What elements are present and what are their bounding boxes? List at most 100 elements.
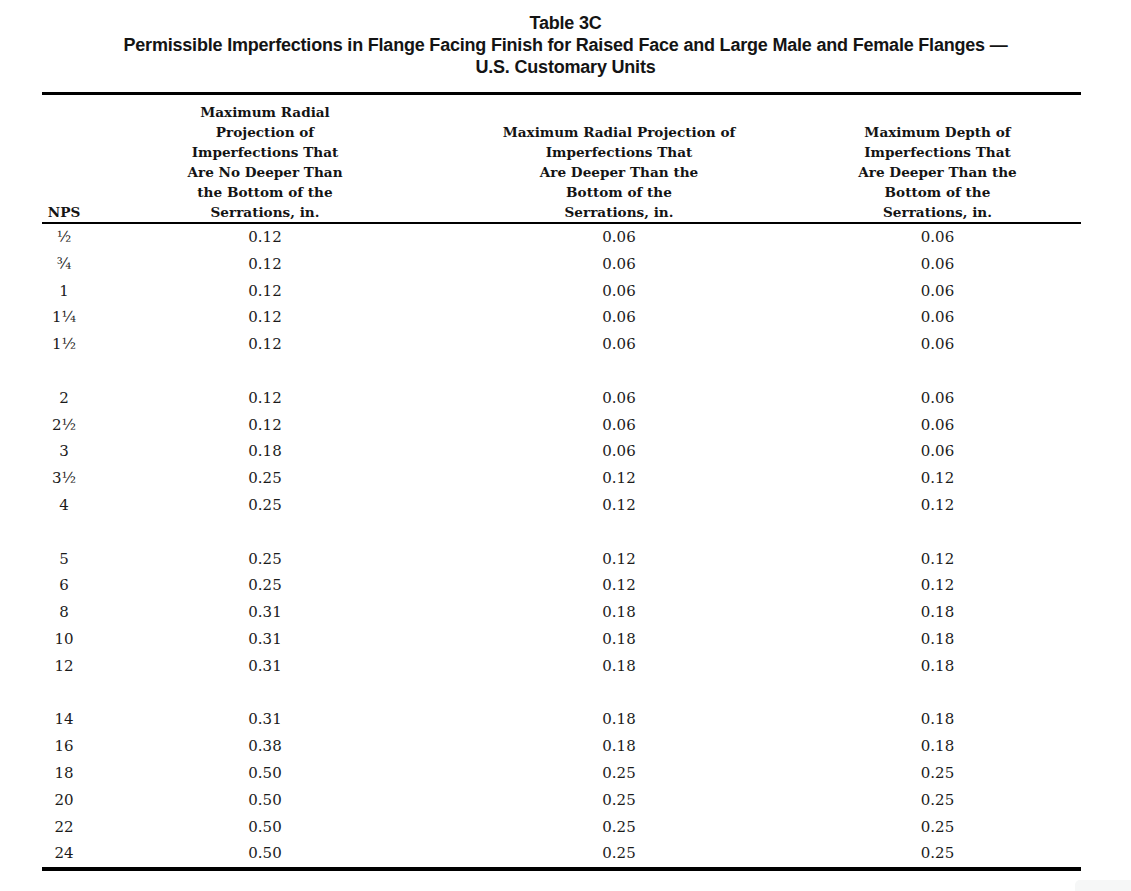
- table-row: 220.500.250.25: [42, 814, 1081, 841]
- nps-cell: 5: [42, 546, 86, 573]
- value-cell: 0.18: [794, 653, 1081, 680]
- table-row: 80.310.180.18: [42, 599, 1081, 626]
- table-row: ½0.120.060.06: [42, 224, 1081, 251]
- nps-cell: 3: [42, 438, 86, 465]
- table-row: 180.500.250.25: [42, 760, 1081, 787]
- nps-cell: 8: [42, 599, 86, 626]
- nps-cell: 3½: [42, 465, 86, 492]
- nps-cell: 20: [42, 787, 86, 814]
- value-cell: 0.31: [86, 706, 444, 733]
- value-cell: 0.25: [86, 546, 444, 573]
- nps-cell: ¾: [42, 251, 86, 278]
- nps-cell: 24: [42, 840, 86, 867]
- table-row: 1¼0.120.060.06: [42, 304, 1081, 331]
- value-cell: 0.18: [794, 733, 1081, 760]
- table-row: 160.380.180.18: [42, 733, 1081, 760]
- table-row: 100.310.180.18: [42, 626, 1081, 653]
- table-row: 200.500.250.25: [42, 787, 1081, 814]
- value-cell: 0.25: [86, 572, 444, 599]
- value-cell: 0.06: [794, 412, 1081, 439]
- value-cell: 0.25: [86, 492, 444, 519]
- nps-cell: 12: [42, 653, 86, 680]
- value-cell: 0.12: [86, 385, 444, 412]
- value-cell: 0.06: [444, 331, 794, 358]
- nps-cell: 1: [42, 278, 86, 305]
- value-cell: 0.06: [794, 304, 1081, 331]
- table-title-block: Table 3C Permissible Imperfections in Fl…: [0, 12, 1131, 78]
- value-cell: 0.12: [86, 304, 444, 331]
- value-cell: 0.06: [794, 438, 1081, 465]
- nps-cell: 10: [42, 626, 86, 653]
- header-deeper: Maximum Radial Projection of Imperfectio…: [444, 122, 794, 222]
- document-page: Table 3C Permissible Imperfections in Fl…: [0, 0, 1131, 891]
- value-cell: 0.31: [86, 626, 444, 653]
- nps-cell: 1¼: [42, 304, 86, 331]
- table-row: 2½0.120.060.06: [42, 412, 1081, 439]
- value-cell: 0.25: [444, 760, 794, 787]
- nps-cell: 6: [42, 572, 86, 599]
- value-cell: 0.18: [444, 626, 794, 653]
- nps-cell: 1½: [42, 331, 86, 358]
- group-spacer-row: [42, 519, 1081, 546]
- table-header-row: NPS Maximum Radial Projection of Imperfe…: [42, 95, 1081, 222]
- value-cell: 0.06: [444, 224, 794, 251]
- value-cell: 0.25: [444, 814, 794, 841]
- value-cell: 0.18: [794, 706, 1081, 733]
- value-cell: 0.12: [444, 546, 794, 573]
- value-cell: 0.12: [794, 465, 1081, 492]
- value-cell: 0.12: [86, 251, 444, 278]
- value-cell: 0.06: [444, 385, 794, 412]
- group-spacer-row: [42, 680, 1081, 707]
- value-cell: 0.50: [86, 840, 444, 867]
- nps-cell: 2: [42, 385, 86, 412]
- value-cell: 0.12: [794, 492, 1081, 519]
- value-cell: 0.31: [86, 653, 444, 680]
- value-cell: 0.12: [444, 572, 794, 599]
- value-cell: 0.50: [86, 787, 444, 814]
- header-nps: NPS: [42, 202, 86, 222]
- header-no-deeper: Maximum Radial Projection of Imperfectio…: [86, 102, 444, 222]
- value-cell: 0.06: [794, 251, 1081, 278]
- value-cell: 0.18: [444, 733, 794, 760]
- value-cell: 0.06: [444, 304, 794, 331]
- nps-cell: 2½: [42, 412, 86, 439]
- value-cell: 0.06: [794, 224, 1081, 251]
- value-cell: 0.25: [794, 840, 1081, 867]
- value-cell: 0.12: [444, 465, 794, 492]
- value-cell: 0.06: [444, 251, 794, 278]
- value-cell: 0.25: [794, 787, 1081, 814]
- nps-cell: 18: [42, 760, 86, 787]
- value-cell: 0.18: [444, 599, 794, 626]
- header-depth: Maximum Depth of Imperfections That Are …: [794, 122, 1081, 222]
- value-cell: 0.12: [86, 331, 444, 358]
- table-bottom-rule: [42, 867, 1081, 871]
- table-row: 1½0.120.060.06: [42, 331, 1081, 358]
- value-cell: 0.50: [86, 814, 444, 841]
- table-row: 30.180.060.06: [42, 438, 1081, 465]
- nps-cell: ½: [42, 224, 86, 251]
- value-cell: 0.18: [794, 626, 1081, 653]
- value-cell: 0.12: [86, 224, 444, 251]
- nps-cell: 22: [42, 814, 86, 841]
- value-cell: 0.12: [794, 546, 1081, 573]
- nps-cell: 4: [42, 492, 86, 519]
- value-cell: 0.25: [86, 465, 444, 492]
- table-subtitle-line1: Permissible Imperfections in Flange Faci…: [0, 34, 1131, 56]
- imperfections-table: NPS Maximum Radial Projection of Imperfe…: [42, 92, 1081, 871]
- table-row: 3½0.250.120.12: [42, 465, 1081, 492]
- value-cell: 0.18: [86, 438, 444, 465]
- table-row: 20.120.060.06: [42, 385, 1081, 412]
- value-cell: 0.50: [86, 760, 444, 787]
- value-cell: 0.06: [444, 438, 794, 465]
- value-cell: 0.25: [444, 840, 794, 867]
- value-cell: 0.12: [86, 412, 444, 439]
- value-cell: 0.25: [794, 814, 1081, 841]
- value-cell: 0.12: [444, 492, 794, 519]
- table-number: Table 3C: [0, 12, 1131, 34]
- value-cell: 0.38: [86, 733, 444, 760]
- value-cell: 0.06: [444, 412, 794, 439]
- table-row: 10.120.060.06: [42, 278, 1081, 305]
- value-cell: 0.18: [444, 706, 794, 733]
- value-cell: 0.18: [444, 653, 794, 680]
- value-cell: 0.31: [86, 599, 444, 626]
